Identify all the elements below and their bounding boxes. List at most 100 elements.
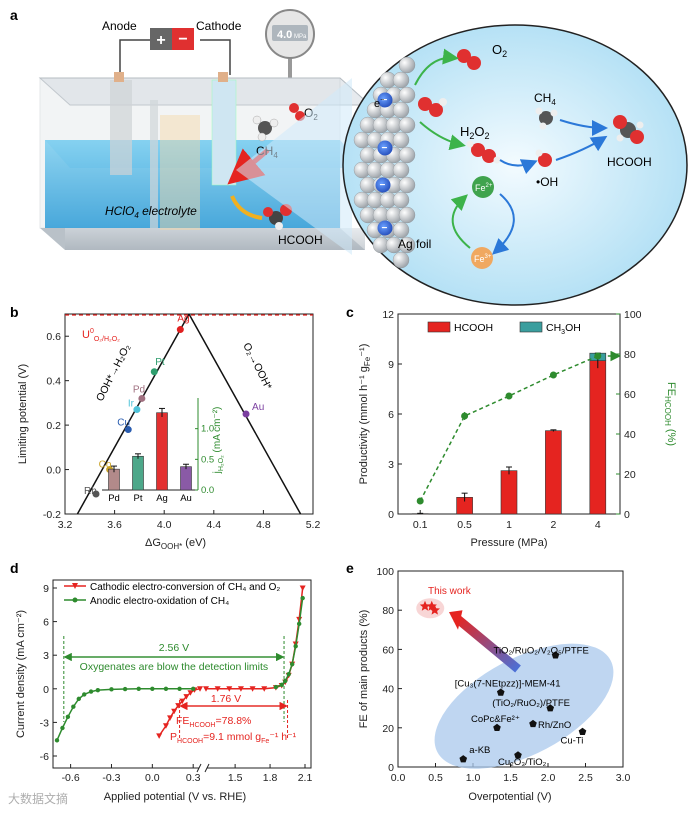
fe-annotation: FEHCOOH=78.8% <box>176 715 251 729</box>
reduction-arrow-2-icon <box>419 121 466 151</box>
anode-electrode <box>110 72 132 175</box>
y-tick-label-c-left: 12 <box>382 309 394 321</box>
inset-y-tick-label: 0.0 <box>201 485 214 496</box>
inset-bar-pt <box>132 455 144 491</box>
anodic-point <box>293 644 298 649</box>
electron-minus: − <box>380 180 386 191</box>
literature-cluster <box>434 643 614 769</box>
x-tick-label-c: 0.5 <box>457 519 472 531</box>
volcano-point-label: Au <box>252 402 264 413</box>
cathodic-point <box>156 733 163 739</box>
inset-bar-pd <box>108 468 120 491</box>
cathodic-point <box>171 708 178 715</box>
ag-atom <box>398 206 416 224</box>
ag-atom <box>398 236 416 254</box>
fe3-label: Fe3+ <box>474 254 492 264</box>
cathodic-point <box>187 690 194 696</box>
ag-atom <box>398 176 416 194</box>
cathodic-point <box>214 686 221 692</box>
panel-e: e 0.0 0.5 1.0 1.5 2.0 2.5 3.0 0 20 40 60 80 100 This… <box>346 560 630 803</box>
x-tick-label-b: 4.0 <box>157 519 172 531</box>
svg-text:−: − <box>178 31 187 48</box>
panel-b: b 3.2 3.6 4.0 4.4 4.8 5.2 -0.2 0.0 0.2 0.4 0.6 U0O… <box>10 304 320 551</box>
legend-label-hcooh: HCOOH <box>454 322 493 334</box>
anode-wire <box>119 39 150 75</box>
oh-formation-arrow-icon <box>499 159 538 175</box>
fe2-label: Fe2+ <box>475 183 493 193</box>
fe-line <box>419 355 599 502</box>
bar-hcooh <box>545 430 562 515</box>
anodic-point <box>65 714 71 719</box>
literature-point-label: Rh/ZnO <box>538 720 571 731</box>
anodic-point <box>177 686 182 691</box>
x-tick-label-e: 1.0 <box>466 772 481 784</box>
volcano-point-pt <box>150 368 158 376</box>
y-axis-label-c-right: FEHCOOH (%) <box>663 382 677 446</box>
cathodic-point <box>203 686 209 692</box>
bar-hcooh <box>500 470 518 515</box>
y-tick-label-c-right: 60 <box>624 389 636 401</box>
y-axis-label-e: FE of main products (%) <box>358 610 370 729</box>
volcano-point-label: Rh <box>84 486 97 497</box>
y-tick-label-e: 0 <box>388 762 394 774</box>
axes-d: -6 -3 0 3 6 9 -0.6 -0.3 0.0 0.3 1.5 1.8 2.1 <box>40 583 313 784</box>
cathodic-point <box>237 686 244 692</box>
x-tick-label-b: 4.8 <box>256 519 271 531</box>
y-tick-label-b: 0.4 <box>46 376 61 388</box>
x-axis-label-e: Overpotential (V) <box>468 791 551 803</box>
ag-atom <box>392 161 410 179</box>
fe2-ion-icon: Fe2+ <box>472 176 494 198</box>
legend-label-ch3oh: CH3OH <box>546 322 581 336</box>
legend-swatch-ch3oh <box>519 321 543 333</box>
ooh-intermediate-icon <box>418 97 447 117</box>
anodic-point <box>150 686 155 691</box>
volcano-point-au <box>242 410 250 418</box>
electron-minus: − <box>382 143 388 154</box>
improvement-arrow-head <box>449 610 463 630</box>
electron-icon <box>377 220 393 236</box>
y-tick-label-c-right: 40 <box>624 429 636 441</box>
panel-label-c: c <box>346 304 354 320</box>
ag-atom <box>398 146 416 164</box>
zoom-cone <box>236 78 352 255</box>
volcano-point-ag <box>176 326 184 334</box>
anodic-point <box>95 687 101 693</box>
ag-atom <box>392 191 410 209</box>
y-tick-label-d: -3 <box>40 717 49 729</box>
watermark: 大数据文摘 <box>8 791 68 806</box>
x-tick-label-d: 0.3 <box>186 772 201 784</box>
y-tick-label-e: 60 <box>382 644 394 656</box>
x-tick-label-c: 0.1 <box>413 519 428 531</box>
ag-atom <box>392 221 410 239</box>
ag-foil-lattice: − − − − <box>353 56 416 269</box>
volcano-point-label: Co <box>99 460 112 471</box>
y-tick-label-d: 0 <box>43 684 49 696</box>
panel-d: d -6 -3 0 3 6 9 -0.6 -0.3 0.0 0.3 1.5 1.8 2.1 Cathod… <box>10 560 312 803</box>
cathode-electrode <box>211 72 237 186</box>
hcooh-molecule-bubble-icon <box>613 115 644 144</box>
panel-label-d: d <box>10 560 19 576</box>
axis-break-mark <box>204 763 210 773</box>
electron-label: e− <box>374 97 384 110</box>
cathodic-point <box>167 715 174 721</box>
ag-atom <box>398 116 416 134</box>
volcano-point-label: Cu <box>117 418 130 429</box>
y-tick-label-e: 40 <box>382 684 394 696</box>
left-branch-label: OOH*→H₂O₂ <box>94 342 133 403</box>
fe-point <box>416 497 424 505</box>
legend-label-d: Cathodic electro-conversion of CH₄ and O… <box>90 582 280 593</box>
legend-marker-d <box>72 583 78 589</box>
ch4-to-hcooh-arrow-icon <box>559 119 608 136</box>
ag-atom <box>392 101 410 119</box>
x-tick-label-d: -0.3 <box>102 772 120 784</box>
legend-swatch-hcooh <box>427 321 451 333</box>
fe-point <box>461 412 469 420</box>
gauge-value: 4.0 <box>277 29 292 41</box>
fe-point <box>594 352 602 360</box>
cathodic-point <box>299 585 306 591</box>
y-tick-label-b: 0.0 <box>46 465 61 477</box>
literature-point-label: a-KB <box>469 745 490 756</box>
productivity-annotation: PHCOOH=9.1 mmol gFe⁻¹ h⁻¹ <box>170 731 297 745</box>
literature-point <box>578 727 587 735</box>
